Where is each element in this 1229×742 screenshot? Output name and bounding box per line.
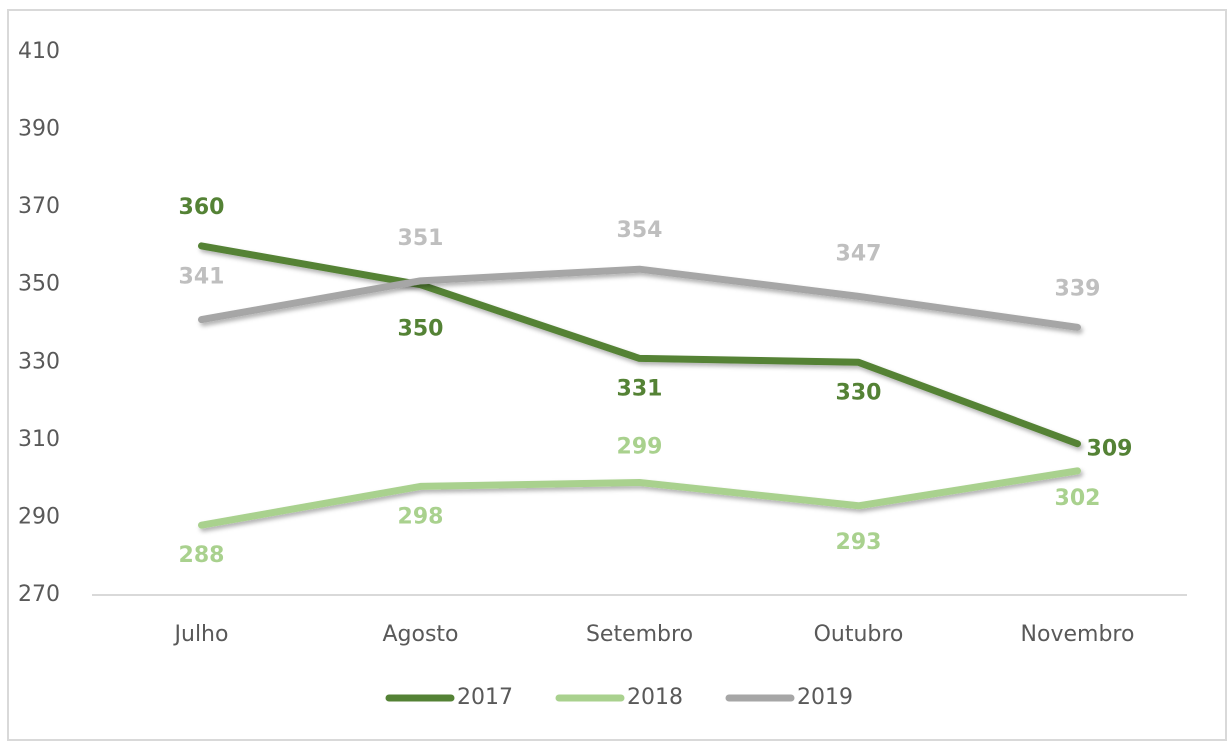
line-series — [198, 265, 1081, 331]
data-label: 293 — [836, 530, 882, 555]
y-tick-label: 290 — [18, 504, 60, 529]
data-label: 288 — [179, 543, 225, 568]
y-tick-label: 350 — [18, 272, 60, 297]
y-tick-label: 270 — [18, 582, 60, 607]
data-label: 351 — [398, 226, 444, 251]
line-series — [198, 242, 1081, 448]
legend-label: 2019 — [797, 685, 853, 710]
data-label: 360 — [179, 195, 225, 220]
data-label: 298 — [398, 504, 444, 529]
data-label: 330 — [836, 380, 882, 405]
data-label: 341 — [179, 265, 225, 290]
x-tick-label: Agosto — [382, 622, 458, 647]
x-tick-label: Julho — [173, 622, 229, 647]
data-label: 354 — [617, 218, 663, 243]
data-label: 309 — [1087, 437, 1133, 462]
y-tick-label: 390 — [18, 117, 60, 142]
chart-border — [7, 9, 1227, 741]
line-series — [198, 467, 1081, 529]
y-tick-label: 370 — [18, 194, 60, 219]
legend-label: 2018 — [627, 685, 683, 710]
data-label: 339 — [1055, 276, 1101, 301]
y-tick-label: 410 — [18, 39, 60, 64]
x-tick-label: Outubro — [814, 622, 904, 647]
data-label: 347 — [836, 241, 882, 266]
data-label: 331 — [617, 376, 663, 401]
data-label: 299 — [617, 435, 663, 460]
y-tick-label: 310 — [18, 427, 60, 452]
data-label: 350 — [398, 317, 444, 342]
x-tick-label: Novembro — [1021, 622, 1135, 647]
x-tick-label: Setembro — [586, 622, 693, 647]
y-tick-label: 330 — [18, 349, 60, 374]
data-label: 302 — [1055, 486, 1101, 511]
legend-label: 2017 — [457, 685, 513, 710]
